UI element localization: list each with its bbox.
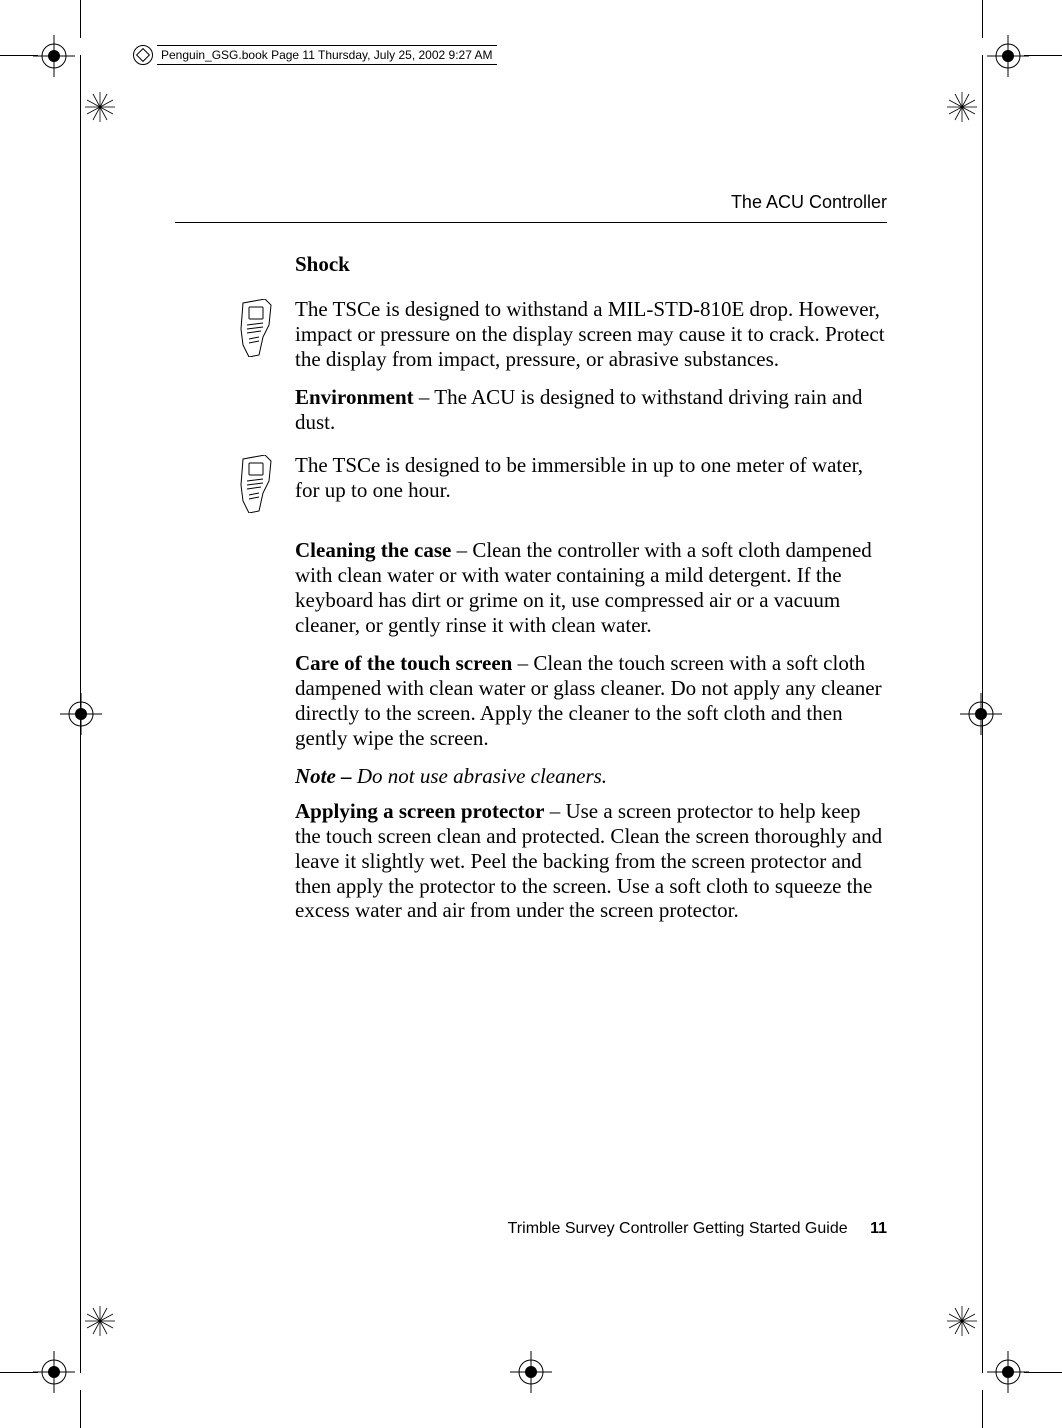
print-header-text: Penguin_GSG.book Page 11 Thursday, July … (157, 45, 497, 65)
paragraph-cleaning: Cleaning the case – Clean the controller… (295, 538, 887, 637)
note-body: Do not use abrasive cleaners. (357, 764, 607, 788)
paragraph-lead: Applying a screen protector (295, 799, 544, 823)
crop-line (80, 0, 81, 38)
paragraph-text: The TSCe is designed to withstand a MIL-… (295, 297, 885, 371)
head-rule (175, 222, 887, 223)
page-number: 11 (870, 1220, 887, 1237)
corner-radial-icon (947, 92, 977, 122)
registration-mark-icon (33, 1351, 75, 1393)
paragraph-environment: Environment – The ACU is designed to wit… (295, 385, 887, 435)
registration-mark-icon (510, 1351, 552, 1393)
registration-mark-icon (60, 693, 102, 735)
page-content: Shock The TSCe is designed to withstand … (295, 252, 887, 937)
corner-radial-icon (85, 92, 115, 122)
crop-line (982, 0, 983, 38)
registration-mark-icon (987, 35, 1029, 77)
paragraph-protector: Applying a screen protector – Use a scre… (295, 799, 887, 923)
crop-line (80, 1390, 81, 1428)
paragraph-lead: Care of the touch screen (295, 651, 512, 675)
crop-line (1024, 1372, 1062, 1373)
paragraph-lead: Cleaning the case (295, 538, 451, 562)
registration-mark-icon (987, 1351, 1029, 1393)
paragraph-immerse: The TSCe is designed to be immersible in… (295, 453, 887, 503)
paragraph-shock: The TSCe is designed to withstand a MIL-… (295, 297, 887, 371)
frame-line (982, 55, 983, 1373)
footer-text: Trimble Survey Controller Getting Starte… (508, 1220, 848, 1237)
registration-mark-icon (33, 35, 75, 77)
handheld-device-icon (235, 299, 279, 357)
book-icon (133, 45, 153, 65)
print-header: Penguin_GSG.book Page 11 Thursday, July … (133, 45, 497, 65)
registration-mark-icon (960, 693, 1002, 735)
corner-radial-icon (85, 1306, 115, 1336)
paragraph-text: The TSCe is designed to be immersible in… (295, 453, 863, 502)
frame-line (80, 55, 81, 1373)
corner-radial-icon (947, 1306, 977, 1336)
handheld-device-icon (235, 455, 279, 513)
crop-line (1024, 55, 1062, 56)
paragraph-care: Care of the touch screen – Clean the tou… (295, 651, 887, 750)
crop-line (982, 1390, 983, 1428)
section-heading: Shock (295, 252, 887, 277)
note-lead: Note – (295, 764, 357, 788)
page-footer: Trimble Survey Controller Getting Starte… (508, 1220, 887, 1238)
running-head: The ACU Controller (731, 192, 887, 213)
note: Note – Do not use abrasive cleaners. (295, 764, 887, 789)
paragraph-lead: Environment (295, 385, 414, 409)
